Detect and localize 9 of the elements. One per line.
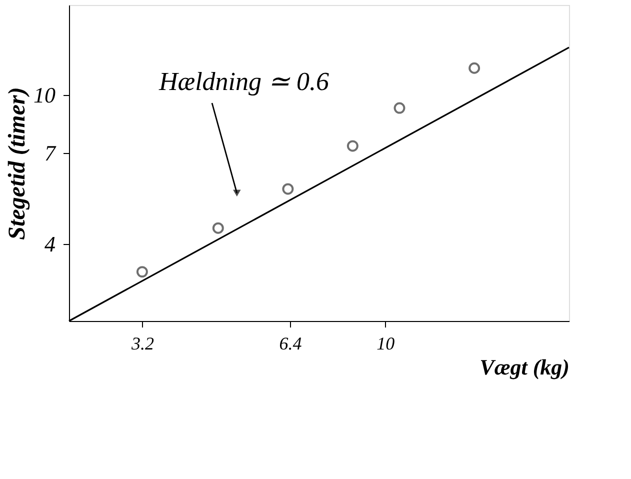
annotation: Hældning ≃ 0.6 xyxy=(158,67,330,96)
y-tick-label: 10 xyxy=(34,82,56,108)
x-tick-label: 10 xyxy=(376,334,395,354)
x-tick-label: 3.2 xyxy=(130,334,154,354)
x-axis-title: Vægt (kg) xyxy=(480,354,570,380)
y-tick-label: 4 xyxy=(44,231,56,256)
y-tick-label: 7 xyxy=(44,140,56,166)
x-tick-label: 6.4 xyxy=(279,334,302,354)
y-axis-title: Stegetid (timer) xyxy=(4,87,30,240)
